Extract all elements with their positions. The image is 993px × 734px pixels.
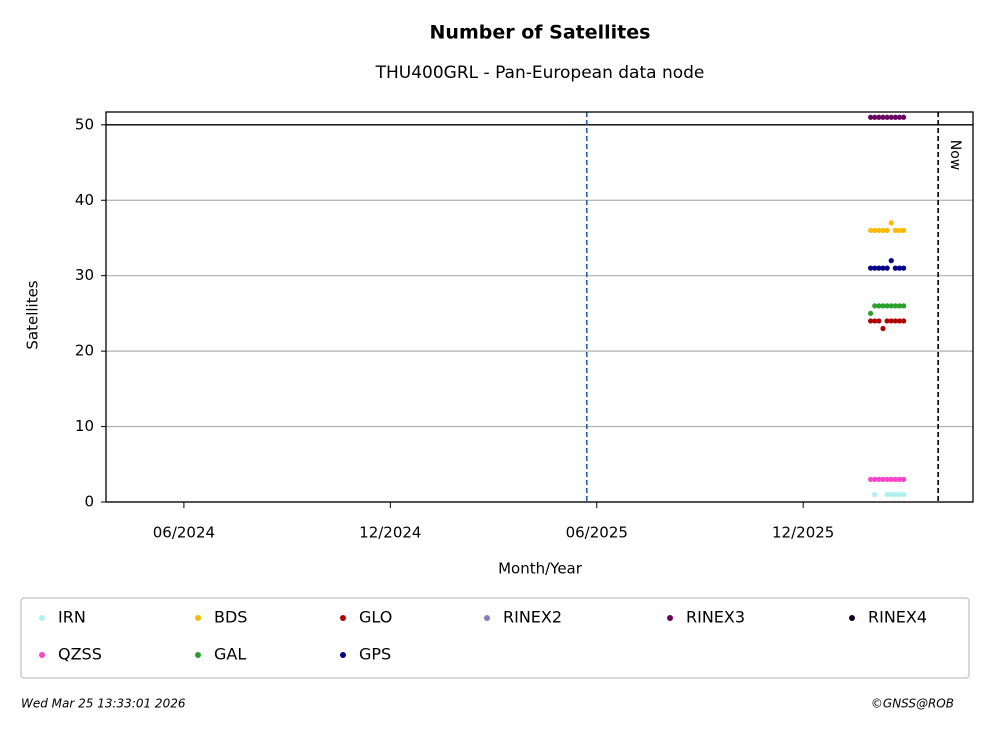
data-point: [876, 303, 882, 309]
legend-label: BDS: [214, 608, 247, 627]
y-tick-label: 10: [75, 417, 94, 435]
y-tick-label: 20: [75, 342, 94, 360]
y-tick-label: 0: [84, 493, 94, 511]
credit: ©GNSS@ROB: [871, 697, 954, 711]
timestamp: Wed Mar 25 13:33:01 2026: [21, 697, 186, 711]
data-point: [888, 220, 894, 226]
legend-label: GPS: [359, 645, 391, 664]
data-point: [892, 491, 898, 498]
data-point: [896, 114, 903, 120]
legend-label: IRN: [58, 608, 86, 627]
data-point: [884, 476, 890, 482]
data-point: [884, 114, 890, 120]
data-point: [896, 303, 903, 309]
data-point: [884, 265, 890, 271]
data-point: [892, 227, 898, 234]
data-point: [876, 227, 882, 234]
data-point: [868, 265, 874, 271]
legend-label: RINEX2: [503, 608, 562, 627]
legend-box: [20, 597, 970, 679]
data-point: [888, 318, 894, 324]
data-point: [868, 310, 874, 317]
data-point: [868, 476, 874, 482]
data-point: [876, 476, 882, 482]
data-point: [892, 476, 898, 482]
legend-label: GLO: [359, 608, 392, 627]
y-tick-label: 50: [75, 115, 94, 133]
data-point: [901, 227, 907, 234]
y-tick-label: 30: [75, 266, 94, 284]
data-point: [896, 265, 903, 271]
legend-marker: [195, 652, 201, 658]
data-point: [884, 318, 890, 324]
data-point: [880, 303, 886, 309]
data-point: [888, 258, 894, 264]
legend-marker: [849, 615, 855, 621]
legend-label: RINEX3: [686, 608, 745, 627]
data-point: [876, 114, 882, 120]
legend-label: RINEX4: [868, 608, 927, 627]
x-tick-label: 12/2025: [772, 524, 834, 542]
legend-marker: [39, 615, 45, 621]
legend-marker: [340, 615, 346, 621]
data-point: [868, 227, 874, 234]
data-point: [896, 318, 903, 324]
data-point: [901, 265, 907, 271]
data-point: [872, 227, 878, 234]
legend-label: QZSS: [58, 645, 102, 664]
y-tick-label: 40: [75, 191, 94, 209]
data-point: [880, 265, 886, 271]
data-point: [868, 114, 874, 120]
x-axis-label: Month/Year: [498, 560, 583, 578]
data-point: [872, 265, 878, 271]
legend-marker: [39, 652, 45, 658]
marker-label: Now: [947, 140, 963, 171]
data-point: [901, 476, 907, 482]
data-point: [896, 227, 903, 234]
data-point: [892, 265, 898, 271]
legend-marker: [484, 615, 490, 621]
data-point: [901, 303, 907, 309]
data-point: [884, 491, 890, 498]
data-point: [888, 491, 894, 498]
data-point: [884, 227, 890, 234]
data-point: [876, 318, 882, 324]
plot-frame: [105, 111, 974, 503]
chart-title: Number of Satellites: [430, 22, 651, 44]
data-point: [888, 303, 894, 309]
data-point: [901, 114, 907, 120]
x-tick-label: 06/2025: [566, 524, 628, 542]
data-point: [872, 303, 878, 309]
x-tick-label: 06/2024: [153, 524, 215, 542]
data-point: [876, 265, 882, 271]
legend-marker: [667, 615, 673, 621]
data-point: [888, 476, 894, 482]
data-point: [888, 114, 894, 120]
legend-marker: [340, 652, 346, 658]
data-point: [892, 303, 898, 309]
y-axis-label: Satellites: [24, 280, 42, 349]
data-point: [880, 325, 886, 332]
chart-subtitle: THU400GRL - Pan-European data node: [375, 63, 705, 83]
data-point: [901, 491, 907, 498]
data-point: [880, 227, 886, 234]
data-point: [872, 491, 878, 498]
data-point: [872, 114, 878, 120]
data-point: [868, 318, 874, 324]
data-point: [901, 318, 907, 324]
data-point: [884, 303, 890, 309]
legend-label: GAL: [214, 645, 246, 664]
legend-marker: [195, 615, 201, 621]
data-point: [892, 114, 898, 120]
data-point: [872, 476, 878, 482]
data-point: [880, 476, 886, 482]
data-point: [880, 114, 886, 120]
x-tick-label: 12/2024: [359, 524, 421, 542]
data-point: [892, 318, 898, 324]
data-point: [872, 318, 878, 324]
data-point: [896, 476, 903, 482]
data-point: [896, 491, 903, 498]
